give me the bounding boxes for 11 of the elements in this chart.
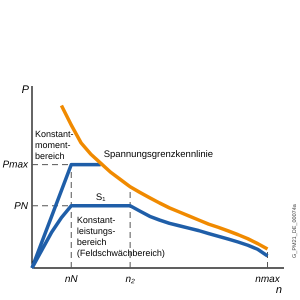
x-axis-title: n: [276, 284, 282, 296]
annotation: Konstant- leistungs- bereich (Feldschwächbereich): [76, 215, 165, 258]
series-label: Spannungsgrenzkennlinie: [104, 149, 214, 160]
y-axis-title: P: [22, 84, 30, 96]
x-tick-label: nN: [64, 274, 78, 285]
x-tick-label: n₂: [125, 274, 136, 285]
x-tick-label: nmax: [255, 274, 281, 285]
ref-line-label: Pmax: [2, 160, 29, 171]
ref-line-label: PN: [14, 200, 29, 212]
series-label: S₁: [96, 192, 106, 203]
annotation: Konstant- moment- bereich: [35, 129, 74, 161]
